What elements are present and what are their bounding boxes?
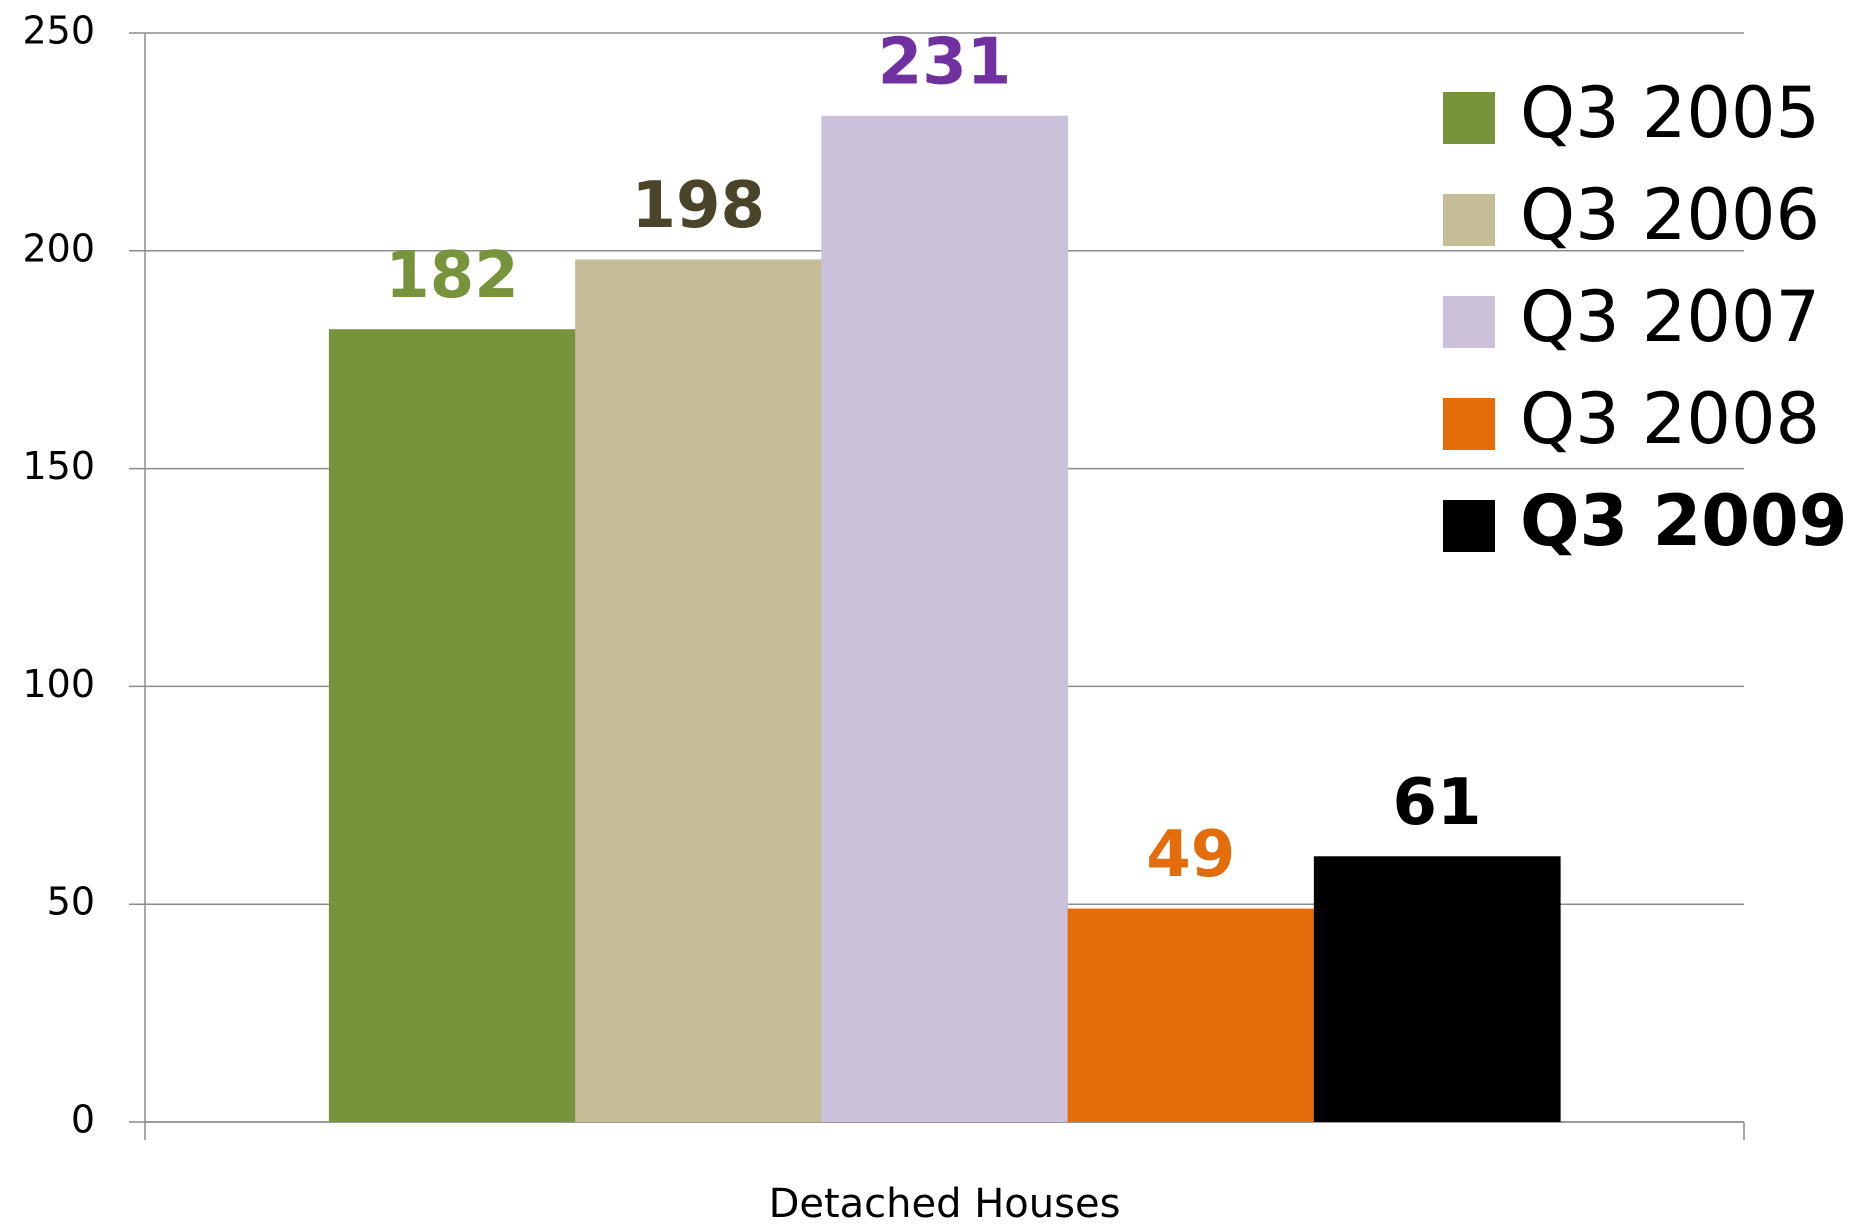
y-tick-label: 50 <box>47 880 95 924</box>
legend-label: Q3 2009 <box>1520 480 1847 562</box>
legend-swatch <box>1443 500 1495 552</box>
bar <box>1313 856 1561 1122</box>
y-tick-label: 0 <box>71 1098 95 1142</box>
bar <box>575 259 822 1123</box>
bar <box>328 329 576 1122</box>
value-label: 61 <box>1392 766 1481 840</box>
value-label: 231 <box>878 25 1012 99</box>
bar <box>1067 908 1315 1122</box>
bar <box>821 115 1069 1123</box>
x-tick-label: Detached Houses <box>769 1181 1121 1227</box>
value-label: 49 <box>1146 818 1235 892</box>
legend-swatch <box>1443 296 1495 348</box>
value-label: 182 <box>385 239 519 313</box>
legend-label: Q3 2006 <box>1520 174 1820 256</box>
y-tick-label: 200 <box>22 226 95 270</box>
legend-label: Q3 2008 <box>1520 378 1820 460</box>
legend-swatch <box>1443 92 1495 144</box>
value-label: 198 <box>631 169 765 243</box>
legend-swatch <box>1443 398 1495 450</box>
y-tick-label: 150 <box>22 444 95 488</box>
legend-label: Q3 2005 <box>1520 72 1820 154</box>
legend-label: Q3 2007 <box>1520 276 1820 358</box>
y-tick-label: 250 <box>22 9 95 53</box>
legend-swatch <box>1443 194 1495 246</box>
y-tick-label: 100 <box>22 662 95 706</box>
